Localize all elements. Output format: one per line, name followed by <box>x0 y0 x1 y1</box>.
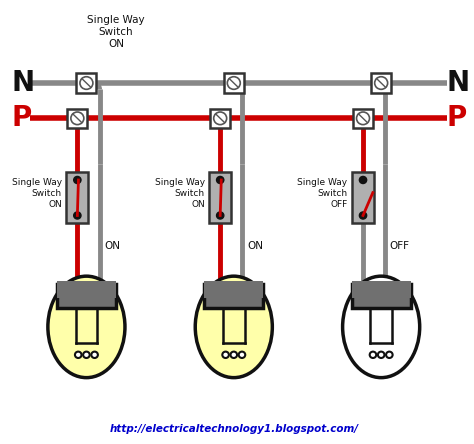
Text: Single Way
Switch
ON: Single Way Switch ON <box>155 178 205 209</box>
Circle shape <box>374 77 388 89</box>
Circle shape <box>359 176 367 183</box>
Text: ON: ON <box>104 241 120 251</box>
FancyBboxPatch shape <box>57 284 116 308</box>
Text: ON: ON <box>247 241 263 251</box>
Text: Single Way
Switch
ON: Single Way Switch ON <box>87 15 145 49</box>
FancyBboxPatch shape <box>352 172 374 223</box>
Text: Single Way
Switch
OFF: Single Way Switch OFF <box>298 178 347 209</box>
Circle shape <box>71 112 84 125</box>
Circle shape <box>73 212 81 219</box>
Ellipse shape <box>48 276 125 378</box>
Circle shape <box>222 352 229 358</box>
FancyBboxPatch shape <box>210 172 231 223</box>
FancyBboxPatch shape <box>57 281 116 298</box>
FancyBboxPatch shape <box>204 281 263 298</box>
Circle shape <box>75 352 82 358</box>
Circle shape <box>91 352 98 358</box>
Text: N: N <box>447 69 470 97</box>
FancyBboxPatch shape <box>352 281 410 298</box>
FancyBboxPatch shape <box>67 109 87 128</box>
Circle shape <box>80 77 93 89</box>
Text: Single Way
Switch
ON: Single Way Switch ON <box>12 178 62 209</box>
FancyBboxPatch shape <box>352 284 410 308</box>
Text: P: P <box>11 104 32 132</box>
Circle shape <box>83 352 90 358</box>
Circle shape <box>214 112 227 125</box>
Circle shape <box>217 176 224 183</box>
Circle shape <box>359 212 367 219</box>
Text: P: P <box>447 104 467 132</box>
Text: http://electricaltechnology1.blogspot.com/: http://electricaltechnology1.blogspot.co… <box>109 424 358 434</box>
Circle shape <box>356 112 370 125</box>
Circle shape <box>239 352 245 358</box>
Circle shape <box>386 352 392 358</box>
Circle shape <box>230 352 237 358</box>
FancyBboxPatch shape <box>371 73 391 93</box>
Ellipse shape <box>343 276 419 378</box>
Circle shape <box>73 176 81 183</box>
Circle shape <box>370 352 376 358</box>
FancyBboxPatch shape <box>210 109 230 128</box>
Ellipse shape <box>195 276 273 378</box>
Circle shape <box>378 352 384 358</box>
Text: OFF: OFF <box>390 241 410 251</box>
Circle shape <box>217 212 224 219</box>
FancyBboxPatch shape <box>224 73 244 93</box>
FancyBboxPatch shape <box>353 109 373 128</box>
FancyBboxPatch shape <box>204 284 263 308</box>
Text: N: N <box>11 69 35 97</box>
FancyBboxPatch shape <box>76 73 96 93</box>
FancyBboxPatch shape <box>66 172 88 223</box>
Circle shape <box>228 77 240 89</box>
